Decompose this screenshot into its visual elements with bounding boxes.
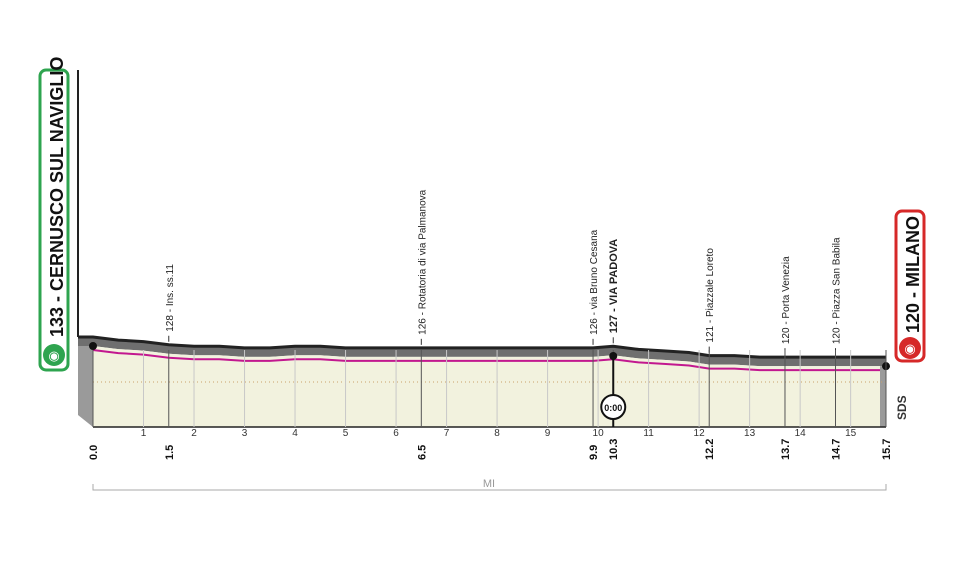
- key-distance-label: 0.0: [88, 445, 100, 460]
- waypoint-label: 127 - VIA PADOVA: [608, 239, 620, 334]
- x-tick-label: 2: [191, 428, 197, 439]
- unit-label: MI: [483, 478, 495, 490]
- brand-logo-text: SDS: [895, 395, 909, 420]
- key-distance-label: 13.7: [780, 439, 792, 460]
- key-distance-label: 9.9: [588, 445, 600, 460]
- start-label: 133 - CERNUSCO SUL NAVIGLIO: [47, 57, 67, 337]
- waypoint-label: 120 - Porta Venezia: [781, 256, 792, 344]
- x-tick-label: 8: [494, 428, 500, 439]
- key-distance-labels: 0.0 1.5 6.5 9.9 10.3 12.2 13.7 14.7 15.7: [88, 350, 893, 460]
- start-ground-wall: [78, 337, 93, 427]
- key-distance-label: 1.5: [164, 445, 176, 460]
- key-distance-label: 6.5: [416, 445, 428, 460]
- key-distance-label: 15.7: [881, 439, 893, 460]
- x-tick-label: 4: [292, 428, 298, 439]
- x-tick-label: 11: [643, 428, 654, 439]
- waypoint-label: 128 - Ins. ss.11: [165, 264, 176, 332]
- x-tick-label: 3: [242, 428, 248, 439]
- svg-text:◉: ◉: [48, 348, 59, 363]
- x-tick-label: 10: [593, 428, 605, 439]
- finish-label: 120 - MILANO: [903, 216, 923, 333]
- waypoint-label: 126 - via Bruno Cesana: [589, 229, 600, 335]
- finish-badge: 120 - MILANO ◉: [894, 209, 926, 363]
- unit-bracket: MI: [92, 478, 887, 491]
- x-tick-label: 13: [744, 428, 756, 439]
- waypoint-label: 126 - Rotatoria di via Palmanova: [417, 189, 428, 335]
- km-grid: [143, 350, 852, 427]
- key-distance-label: 10.3: [608, 439, 620, 460]
- waypoint-label: 121 - Piazzale Loreto: [705, 248, 716, 343]
- start-badge: 133 - CERNUSCO SUL NAVIGLIO ◉: [38, 57, 70, 372]
- x-tick-label: 15: [845, 428, 857, 439]
- x-tick-label: 9: [545, 428, 551, 439]
- start-dot: [89, 342, 97, 350]
- intermediate-time-marker: 0:00: [600, 352, 627, 427]
- x-tick-label: 12: [694, 428, 706, 439]
- x-tick-label: 14: [795, 428, 807, 439]
- profile-top-band: [78, 337, 886, 367]
- waypoint-label: 120 - Piazza San Babila: [831, 237, 842, 344]
- profile-outline: [78, 335, 886, 359]
- x-axis-ticks: 1 2 3 4 5 6 7 8 9 10 11 12 13 14 15: [141, 428, 857, 439]
- x-tick-label: 1: [141, 428, 147, 439]
- x-tick-label: 6: [393, 428, 399, 439]
- finish-cyclist-icon: [899, 337, 921, 359]
- waypoint-labels: 128 - Ins. ss.11 126 - Rotatoria di via P…: [165, 189, 842, 355]
- intermediate-time-label: 0:00: [604, 403, 622, 413]
- x-tick-label: 7: [444, 428, 450, 439]
- start-cyclist-icon: [43, 344, 65, 366]
- key-distance-label: 12.2: [704, 439, 716, 460]
- finish-ground-wall: [880, 366, 886, 427]
- svg-text:◉: ◉: [904, 341, 915, 356]
- profile-area: [78, 335, 890, 428]
- stopwatch-icon: [600, 394, 627, 420]
- x-tick-label: 5: [343, 428, 349, 439]
- key-distance-label: 14.7: [830, 439, 842, 460]
